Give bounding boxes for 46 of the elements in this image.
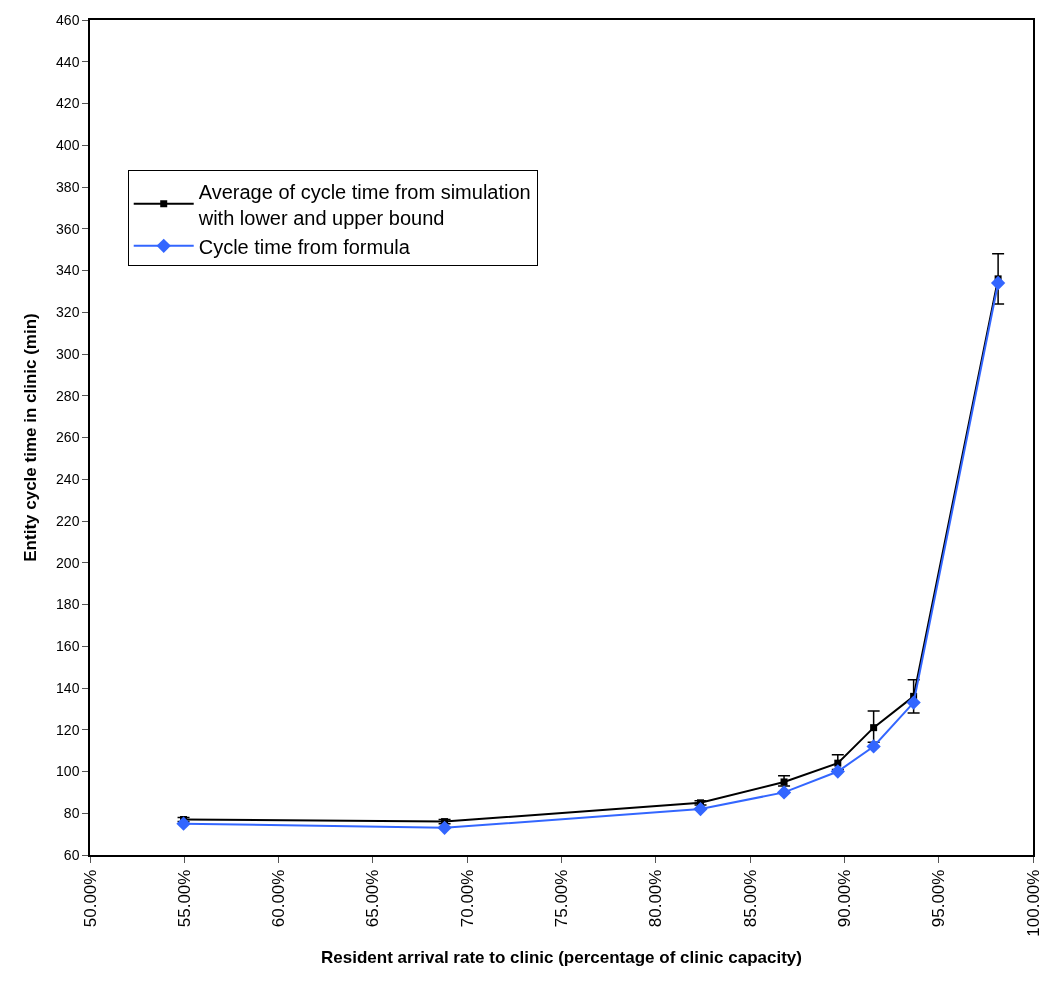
y-tick-label: 360 — [56, 220, 80, 237]
x-axis-title: Resident arrival rate to clinic (percentage of clinic capacity) — [321, 947, 802, 967]
x-tick-label: 85.00% — [740, 869, 760, 928]
y-tick-label: 400 — [56, 137, 80, 154]
y-tick-label: 220 — [56, 512, 80, 529]
y-tick-label: 380 — [56, 178, 80, 195]
y-tick-label: 320 — [56, 304, 80, 321]
x-tick-label: 75.00% — [552, 869, 572, 928]
point — [990, 275, 1006, 291]
point — [870, 724, 878, 732]
point — [906, 695, 921, 710]
x-tick-label: 50.00% — [80, 869, 100, 928]
legend-label: Average of cycle time from simulation with lower and upper bound — [197, 180, 531, 229]
y-tick-label: 440 — [56, 53, 80, 70]
y-tick-label: 460 — [56, 11, 80, 28]
point — [780, 778, 788, 786]
y-tick-label: 120 — [56, 721, 80, 738]
point — [830, 764, 845, 779]
point — [176, 816, 191, 831]
y-tick-label: 300 — [56, 345, 80, 362]
x-tick-label: 100.00% — [1023, 869, 1043, 937]
x-tick-label: 80.00% — [646, 869, 666, 928]
point — [693, 801, 708, 817]
x-tick-label: 70.00% — [457, 869, 477, 928]
x-tick-label: 55.00% — [174, 869, 194, 928]
point — [437, 820, 452, 836]
y-tick-label: 260 — [56, 429, 80, 446]
y-tick-label: 160 — [56, 638, 80, 655]
point — [776, 785, 792, 800]
y-tick-label: 420 — [56, 95, 80, 112]
y-tick-label: 240 — [56, 471, 80, 488]
point — [866, 739, 881, 754]
x-tick-label: 60.00% — [269, 869, 289, 928]
y-tick-label: 180 — [56, 596, 80, 613]
y-tick-label: 60 — [63, 846, 80, 863]
x-tick-label: 90.00% — [834, 869, 854, 928]
x-tick-label: 65.00% — [363, 869, 383, 928]
y-tick-label: 140 — [56, 679, 80, 696]
y-tick-label: 340 — [56, 262, 80, 279]
y-tick-label: 200 — [56, 554, 80, 571]
y-axis-title: Entity cycle time in clinic (min) — [21, 313, 41, 562]
y-tick-label: 80 — [63, 805, 80, 822]
y-tick-label: 100 — [56, 763, 80, 780]
x-tick-label: 95.00% — [929, 869, 949, 928]
legend-label: Cycle time from formula — [198, 235, 411, 258]
y-tick-label: 280 — [56, 387, 80, 404]
